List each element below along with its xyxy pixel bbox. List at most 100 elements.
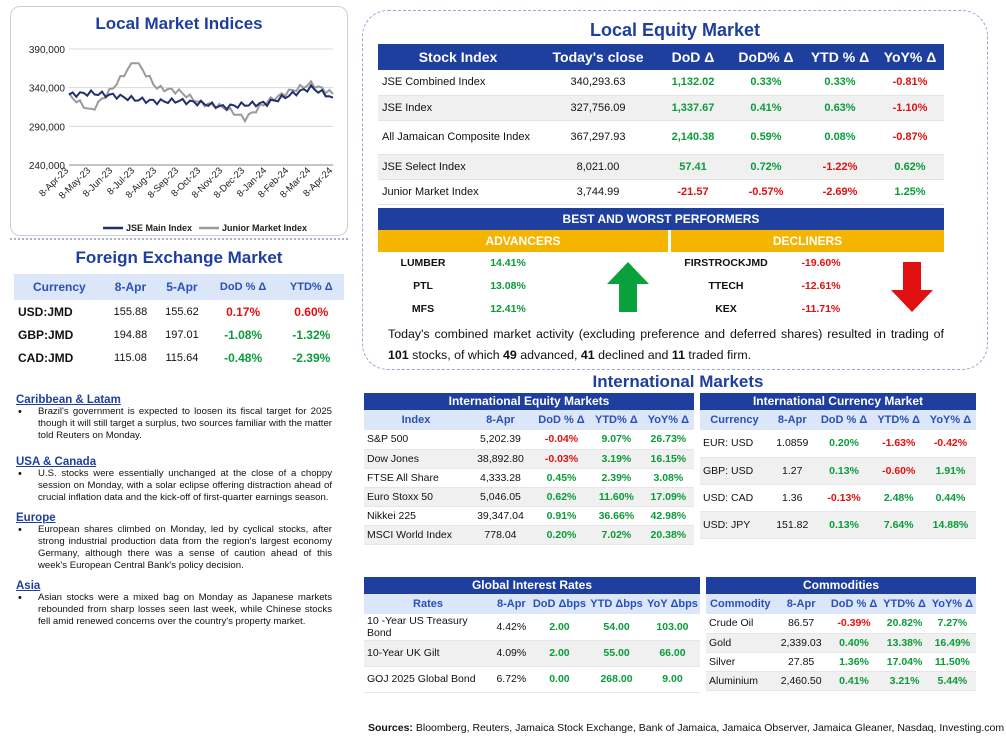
performer-pct: 14.41% <box>490 257 526 269</box>
fx-value: 115.64 <box>165 351 199 364</box>
jse-main-series-line <box>68 83 334 111</box>
rates-name: 10 -Year US Treasury Bond <box>364 614 492 641</box>
fx-currency: USD:JMD <box>18 304 73 319</box>
news-text: Asian stocks were a mixed bag on Monday … <box>16 592 332 628</box>
commodities-dod: 1.36% <box>827 652 881 672</box>
fx-dod: -0.48% <box>224 350 263 365</box>
fx-row: USD:JMD 155.88 155.62 0.17% 0.60% <box>14 300 344 323</box>
commodities-ytd: 20.82% <box>880 614 929 634</box>
performer-row: KEX -11.71% <box>671 298 861 321</box>
commodities-yoy: 16.49% <box>928 633 976 653</box>
advancers-label: ADVANCERS <box>378 230 668 252</box>
commodities-title: Commodities <box>706 577 976 594</box>
commodities-name: Crude Oil <box>706 614 775 634</box>
market-summary: Today's combined market activity (exclud… <box>388 324 944 366</box>
news-text: Brazil's government is expected to loose… <box>16 406 332 442</box>
fx-header: Currency <box>33 280 86 294</box>
performer-name: LUMBER <box>400 257 446 269</box>
intl-equity-dod: 0.20% <box>532 525 591 545</box>
up-arrow-icon <box>607 262 649 312</box>
intl-currency-ytd: -0.60% <box>872 457 925 485</box>
equity-header: Today's close <box>552 49 644 65</box>
rates-dod: 2.00 <box>530 640 589 667</box>
chart-title: Local Market Indices <box>95 14 263 33</box>
rates-value: 6.72% <box>492 666 531 693</box>
equity-name: JSE Combined Index <box>378 70 538 96</box>
performer-row: PTL 13.08% <box>378 275 578 298</box>
commodities-row: Gold 2,339.03 0.40% 13.38% 16.49% <box>706 633 976 653</box>
equity-header: YoY% Δ <box>883 49 937 65</box>
y-tick-label: 290,000 <box>29 122 66 133</box>
rates-title: Global Interest Rates <box>364 577 700 594</box>
news-heading[interactable]: Europe <box>16 512 56 524</box>
performer-pct: 12.41% <box>490 303 526 315</box>
intl-equity-row: FTSE All Share 4,333.28 0.45% 2.39% 3.08% <box>364 468 694 488</box>
equity-dod: 1,132.02 <box>658 70 728 96</box>
intl-currency-name: EUR: USD <box>700 430 769 458</box>
commodities-value: 86.57 <box>774 614 828 634</box>
equity-name: Junior Market Index <box>378 179 538 205</box>
intl-currency-row: USD: JPY 151.82 0.13% 7.64% 14.88% <box>700 511 976 539</box>
news-heading[interactable]: USA & Canada <box>16 456 97 468</box>
intl-equity-header: YoY% Δ <box>647 414 690 426</box>
intl-currency-yoy: 14.88% <box>924 511 976 539</box>
y-tick-label: 240,000 <box>29 161 66 172</box>
equity-name: JSE Index <box>378 95 538 121</box>
equity-close: 327,756.09 <box>538 95 658 121</box>
equity-close: 3,744.99 <box>538 179 658 205</box>
intl-currency-ytd: 7.64% <box>872 511 925 539</box>
intl-currency-value: 1.0859 <box>768 430 816 458</box>
intl-title: International Markets <box>592 372 764 391</box>
performer-row: FIRSTROCKJMD -19.60% <box>671 252 861 275</box>
equity-dodp: 0.41% <box>728 95 804 121</box>
performer-row: LUMBER 14.41% <box>378 252 578 275</box>
intl-equity-dod: 0.62% <box>532 487 591 507</box>
news-item: Europe European shares climbed on Monday… <box>16 512 332 572</box>
summary-declined: 41 <box>580 348 595 362</box>
news-heading[interactable]: Asia <box>16 580 41 592</box>
commodities-value: 2,460.50 <box>774 671 828 691</box>
news-item: Asia Asian stocks were a mixed bag on Mo… <box>16 580 332 628</box>
intl-equity-yoy: 26.73% <box>642 430 694 450</box>
intl-equity-dod: -0.03% <box>532 449 591 469</box>
indices-line-chart: 390,000340,000290,000240,0008-Apr-238-Ma… <box>29 45 335 233</box>
intl-equity-name: Nikkei 225 <box>364 506 468 526</box>
intl-currency-ytd: -1.63% <box>872 430 925 458</box>
equity-close: 8,021.00 <box>538 154 658 180</box>
fx-row: GBP:JMD 194.88 197.01 -1.08% -1.32% <box>14 323 344 346</box>
equity-ytd: 0.08% <box>804 120 876 155</box>
rates-yoy: 103.00 <box>644 614 700 641</box>
intl-equity-table: Index 8-Apr DoD % Δ YTD% Δ YoY% Δ S&P 50… <box>364 410 694 545</box>
summary-text: stocks, of which <box>408 348 504 362</box>
rates-ytd: 268.00 <box>588 666 645 693</box>
commodities-header: 8-Apr <box>786 598 816 610</box>
intl-equity-value: 5,046.05 <box>468 487 533 507</box>
intl-equity-yoy: 20.38% <box>642 525 694 545</box>
summary-text: Today's combined market activity (exclud… <box>388 327 944 341</box>
equity-row: Junior Market Index 3,744.99 -21.57 -0.57% -… <box>378 179 944 205</box>
fx-row: CAD:JMD 115.08 115.64 -0.48% -2.39% <box>14 346 344 369</box>
intl-equity-panel: International Equity Markets Index 8-Apr… <box>364 393 694 545</box>
intl-equity-ytd: 36.66% <box>590 506 643 526</box>
intl-currency-value: 1.27 <box>768 457 816 485</box>
equity-ytd: -1.22% <box>804 154 876 180</box>
intl-equity-title: International Equity Markets <box>364 393 694 410</box>
news-text: U.S. stocks were essentially unchanged a… <box>16 468 332 504</box>
commodities-row: Silver 27.85 1.36% 17.04% 11.50% <box>706 652 976 672</box>
equity-name: JSE Select Index <box>378 154 538 180</box>
equity-title: Local Equity Market <box>589 20 761 40</box>
sources-line: Sources: Bloomberg, Reuters, Jamaica Sto… <box>368 722 1004 734</box>
commodities-yoy: 5.44% <box>928 671 976 691</box>
equity-ytd: 0.33% <box>804 70 876 96</box>
commodities-header: DoD % Δ <box>830 598 878 610</box>
intl-equity-row: Euro Stoxx 50 5,046.05 0.62% 11.60% 17.09% <box>364 487 694 507</box>
equity-dod: 1,337.67 <box>658 95 728 121</box>
performer-pct: -12.61% <box>801 280 841 292</box>
equity-row: JSE Combined Index 340,293.63 1,132.02 0.33… <box>378 70 944 96</box>
summary-advanced: 49 <box>503 348 517 362</box>
intl-currency-dod: 0.20% <box>815 430 873 458</box>
intl-equity-value: 5,202.39 <box>468 430 533 450</box>
intl-currency-ytd: 2.48% <box>872 484 925 512</box>
news-heading[interactable]: Caribbean & Latam <box>16 394 121 406</box>
commodities-row: Aluminium 2,460.50 0.41% 3.21% 5.44% <box>706 671 976 691</box>
